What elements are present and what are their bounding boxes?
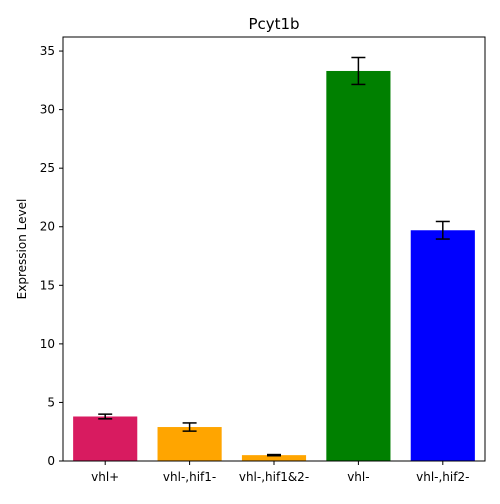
y-tick-label: 35 [40,44,55,58]
y-tick-label: 25 [40,161,55,175]
x-tick-label: vhl-,hif1&2- [239,470,309,484]
error-bar-2 [267,453,281,457]
y-axis-label: Expression Level [15,199,29,300]
error-bar-1 [182,422,197,432]
error-bar-0 [98,413,113,420]
bar-2 [241,455,307,461]
plot-area [73,56,475,461]
x-tick-label: vhl-,hif2- [416,470,469,484]
x-axis: vhl+ vhl-,hif1- vhl-,hif1&2- vhl-vhl-,hif2- [91,461,469,484]
bar-3 [326,70,391,461]
error-bar-3 [351,56,366,86]
y-tick-label: 0 [47,454,55,468]
chart-title: Pcyt1b [248,15,299,33]
bar-1 [157,427,222,461]
y-tick-label: 15 [40,278,55,292]
y-tick-label: 20 [40,220,55,234]
y-tick-label: 5 [47,395,55,409]
error-bar-4 [435,220,450,240]
x-tick-label: vhl+ [91,470,119,484]
plot-frame [62,36,486,462]
bar-4 [410,230,475,461]
x-tick-label: vhl-,hif1- [163,470,216,484]
y-tick-label: 10 [40,337,55,351]
x-tick-label: vhl- [347,470,369,484]
bar-0 [73,416,138,461]
y-axis: 0 5 10 15 20 25 30 35 [40,44,63,468]
y-tick-label: 30 [40,103,55,117]
